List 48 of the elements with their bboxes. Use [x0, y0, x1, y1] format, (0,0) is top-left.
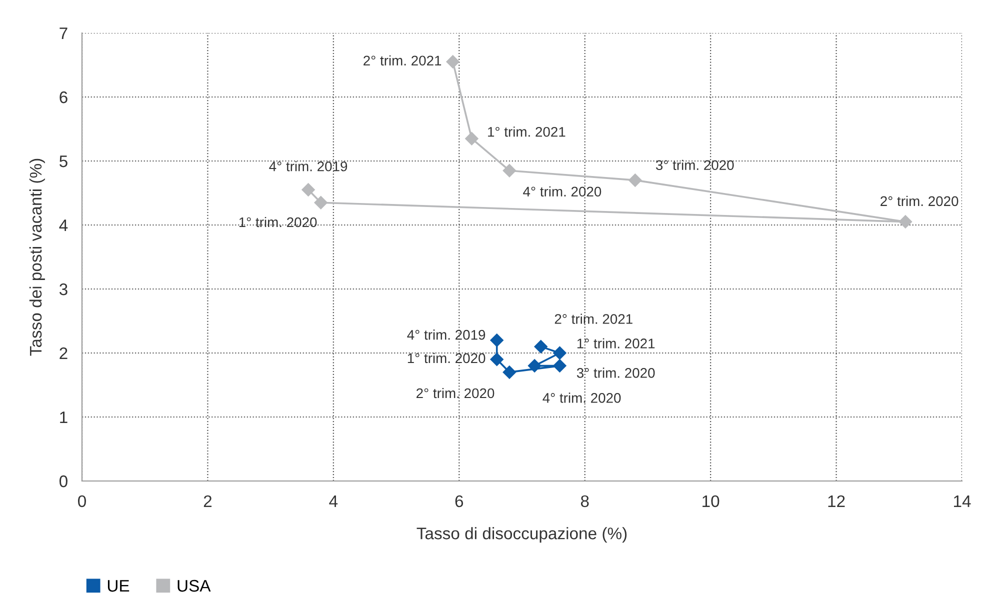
annotation: 2° trim. 2020: [880, 196, 958, 206]
y-tick-label: 3: [59, 283, 68, 296]
annotation: 4° trim. 2020: [523, 186, 602, 197]
point: [528, 359, 542, 372]
x-tick-label: 12: [828, 495, 845, 507]
annotation: 4° trim. 2019: [407, 330, 486, 340]
point: [490, 334, 504, 347]
x-tick-label: 0: [78, 495, 86, 508]
point: [314, 196, 328, 210]
y-tick-label: 2: [60, 347, 68, 360]
annotation: 2° trim. 2020: [416, 388, 494, 398]
point: [490, 352, 504, 366]
annotation: 1° trim. 2020: [239, 216, 317, 228]
y-tick-label: 7: [60, 28, 68, 40]
point: [446, 55, 460, 68]
x-axis-title: Tasso di disoccupazione (%): [416, 527, 627, 543]
point: [628, 174, 642, 187]
point: [553, 359, 566, 372]
annotation: 1° trim. 2021: [577, 338, 655, 348]
legend-label: UE: [108, 580, 130, 592]
y-tick-label: 4: [59, 220, 68, 232]
point: [302, 183, 315, 196]
annotation: 1° trim. 2021: [488, 126, 566, 137]
x-tick-label: 10: [702, 495, 720, 508]
x-tick-label: 4: [329, 496, 338, 507]
annotation: 4° trim. 2019: [269, 161, 348, 172]
y-tick-label: 5: [60, 156, 68, 168]
point: [898, 215, 912, 228]
annotation: 3° trim. 2020: [656, 160, 734, 170]
annotation: 2° trim. 2021: [554, 314, 632, 324]
y-tick-label: 6: [60, 91, 68, 104]
x-tick-label: 8: [580, 495, 589, 508]
x-tick-label: 6: [455, 495, 464, 508]
annotation: 2° trim. 2021: [364, 55, 442, 66]
point: [465, 132, 478, 146]
point: [534, 340, 548, 354]
point: [553, 346, 566, 360]
annotation: 3° trim. 2020: [576, 368, 655, 378]
x-tick-label: 2: [204, 495, 212, 507]
point: [502, 164, 516, 178]
y-axis-title: Tasso dei posti vacanti (%): [29, 158, 45, 356]
annotation: 1° trim. 2020: [408, 352, 486, 364]
legend-label: USA: [178, 580, 211, 592]
point: [502, 366, 516, 379]
x-tick-label: 14: [954, 496, 971, 507]
y-tick-label: 1: [60, 412, 68, 424]
annotation: 4° trim. 2020: [542, 392, 621, 403]
y-tick-label: 0: [59, 475, 68, 488]
